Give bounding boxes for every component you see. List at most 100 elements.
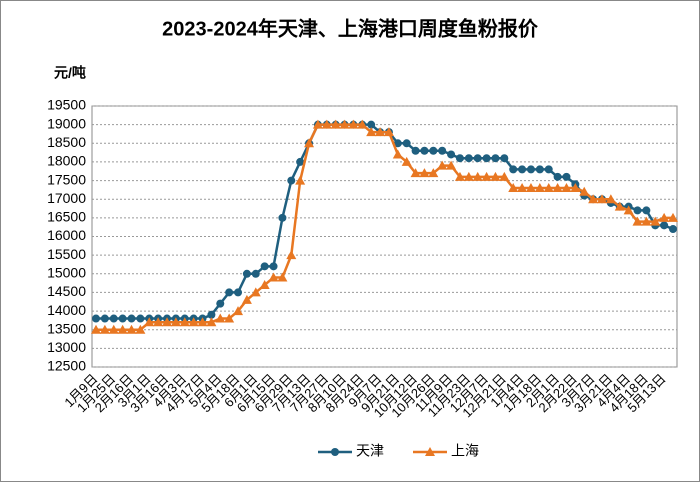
data-point xyxy=(188,317,199,327)
data-point xyxy=(428,168,439,178)
data-point xyxy=(126,324,137,334)
data-point xyxy=(392,149,403,159)
y-tick-label: 19500 xyxy=(47,97,86,113)
data-point xyxy=(455,154,464,163)
data-point xyxy=(207,310,216,319)
data-point xyxy=(641,216,652,226)
data-point xyxy=(543,183,554,193)
data-point xyxy=(473,154,482,163)
data-point xyxy=(526,165,535,174)
data-point xyxy=(660,221,669,230)
data-point xyxy=(650,216,661,226)
data-point xyxy=(170,317,181,327)
data-point xyxy=(206,317,217,327)
data-point xyxy=(162,317,173,327)
data-point xyxy=(215,313,226,323)
chart-title: 2023-2024年天津、上海港口周度鱼粉报价 xyxy=(162,16,539,40)
y-tick-label: 13500 xyxy=(47,320,86,336)
data-point xyxy=(367,120,376,129)
y-axis-label: 元/吨 xyxy=(54,65,86,81)
data-point xyxy=(295,175,306,185)
data-point xyxy=(277,272,288,282)
data-point xyxy=(605,194,616,204)
data-point xyxy=(553,172,562,181)
data-point xyxy=(668,212,678,222)
data-point xyxy=(623,205,634,215)
data-point xyxy=(242,269,251,278)
data-point xyxy=(383,127,394,137)
data-point xyxy=(127,314,136,323)
data-point xyxy=(570,183,581,193)
legend-label: 天津 xyxy=(356,443,384,459)
y-tick-label: 14000 xyxy=(47,302,86,318)
data-point xyxy=(669,225,677,234)
data-point xyxy=(144,317,155,327)
data-point xyxy=(179,317,190,327)
data-point xyxy=(118,314,127,323)
y-tick-label: 19000 xyxy=(47,115,86,131)
y-tick-label: 14500 xyxy=(47,283,86,299)
data-point xyxy=(234,288,243,297)
data-point xyxy=(304,138,315,148)
data-point xyxy=(136,314,145,323)
data-point xyxy=(99,324,110,334)
data-point xyxy=(659,212,670,222)
y-tick-label: 16500 xyxy=(47,209,86,225)
data-point xyxy=(224,313,235,323)
data-point xyxy=(420,146,429,155)
y-tick-label: 17000 xyxy=(47,190,86,206)
data-point xyxy=(312,119,323,129)
data-point xyxy=(419,168,430,178)
data-point xyxy=(268,272,279,282)
y-tick-label: 13000 xyxy=(47,339,86,355)
data-point xyxy=(296,157,305,166)
legend-label: 上海 xyxy=(451,443,479,459)
data-point xyxy=(446,160,457,170)
data-point xyxy=(330,119,341,129)
data-point xyxy=(429,146,438,155)
legend-marker xyxy=(331,448,339,456)
data-point xyxy=(454,171,465,181)
data-point xyxy=(535,165,544,174)
data-point xyxy=(509,165,518,174)
data-point xyxy=(518,165,527,174)
data-point xyxy=(153,317,164,327)
data-point xyxy=(525,183,536,193)
data-point xyxy=(269,262,278,271)
y-tick-label: 17500 xyxy=(47,171,86,187)
y-tick-label: 15500 xyxy=(47,246,86,262)
y-tick-label: 18500 xyxy=(47,134,86,150)
data-point xyxy=(251,269,260,278)
data-point xyxy=(561,183,572,193)
data-point xyxy=(109,314,118,323)
data-point xyxy=(250,287,261,297)
data-point xyxy=(393,139,402,148)
data-point xyxy=(596,194,607,204)
data-point xyxy=(579,186,590,196)
data-point xyxy=(472,171,483,181)
data-point xyxy=(366,127,377,137)
data-point xyxy=(588,194,599,204)
data-point xyxy=(260,262,269,271)
data-point xyxy=(225,288,234,297)
data-point xyxy=(534,183,545,193)
data-point xyxy=(375,127,386,137)
data-point xyxy=(500,154,509,163)
y-tick-label: 16000 xyxy=(47,227,86,243)
data-point xyxy=(135,324,146,334)
data-point xyxy=(287,176,296,185)
data-point xyxy=(357,119,368,129)
data-point xyxy=(614,201,625,211)
data-point xyxy=(464,154,473,163)
data-point xyxy=(411,146,420,155)
data-point xyxy=(348,119,359,129)
data-point xyxy=(562,172,571,181)
data-point xyxy=(259,279,270,289)
data-point xyxy=(100,314,109,323)
y-tick-label: 12500 xyxy=(47,358,86,374)
data-point xyxy=(481,171,492,181)
data-point xyxy=(508,183,519,193)
data-point xyxy=(233,306,244,316)
